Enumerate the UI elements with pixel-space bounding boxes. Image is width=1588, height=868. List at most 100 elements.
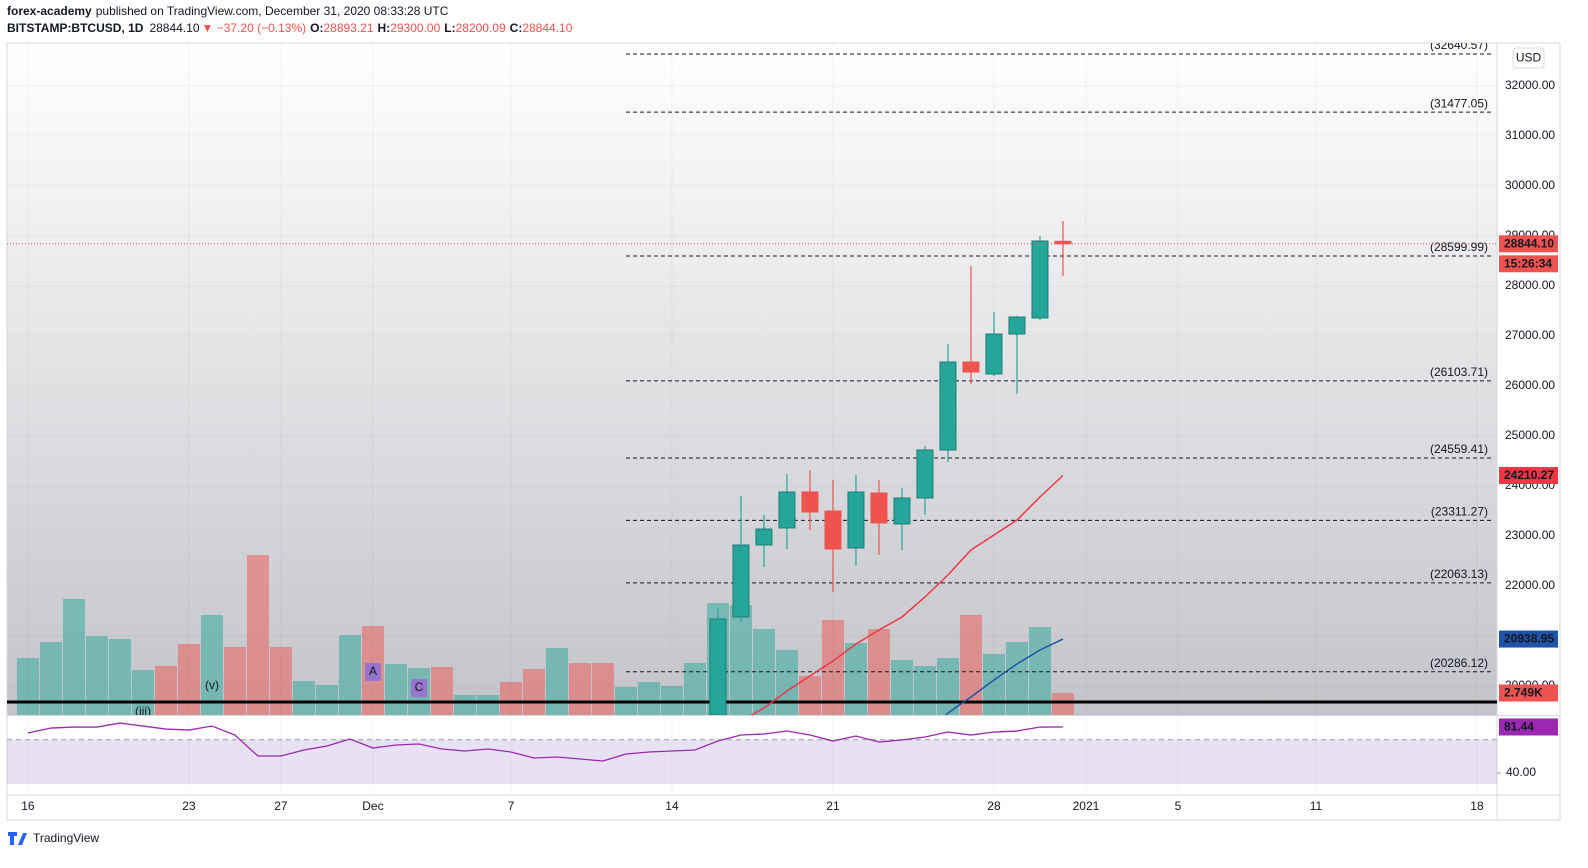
rsi-plot [7, 722, 1497, 785]
ohlc-key: C: [510, 21, 523, 35]
y-tick-label: 23000.00 [1505, 528, 1555, 542]
brand: TradingView [8, 831, 99, 845]
level-label: (20286.12) [1430, 656, 1488, 670]
ohlc-value: 28844.10 [522, 21, 572, 35]
candle-body [1054, 240, 1072, 245]
x-tick-label: 18 [1470, 799, 1484, 813]
volume-bar [246, 555, 269, 715]
brand-name: TradingView [33, 831, 99, 845]
author: forex-academy [7, 4, 92, 18]
volume-bar [591, 663, 614, 715]
ohlc-value: 28200.09 [456, 21, 506, 35]
volume-bar [568, 663, 591, 715]
volume-bar [1051, 693, 1074, 715]
annotation: (v) [205, 678, 219, 692]
published: published on TradingView.com, December 3… [96, 4, 449, 18]
y-tick-label: 22000.00 [1505, 578, 1555, 592]
rsi-label-box [1499, 718, 1558, 736]
candle-body [985, 333, 1003, 375]
volume-label-box [1499, 684, 1558, 702]
volume-label: 2.749K [1504, 686, 1543, 700]
rsi-tick-label: 40.00 [1506, 765, 1536, 779]
x-tick-label: 21 [826, 799, 840, 813]
volume-bar [752, 629, 775, 715]
ohlc-key: H: [378, 21, 391, 35]
candle-body [939, 361, 957, 451]
volume-bar [959, 615, 982, 715]
volume-bar [223, 647, 246, 715]
x-tick-label: 2021 [1073, 799, 1100, 813]
x-tick-label: 7 [508, 799, 515, 813]
rsi-pane [7, 716, 1497, 795]
volume-bar [775, 650, 798, 715]
currency[interactable]: USD [1516, 51, 1542, 65]
volume-bar [1028, 627, 1051, 715]
candle-body [778, 491, 796, 529]
x-tick-label: 23 [182, 799, 196, 813]
volume-bar [384, 664, 407, 715]
candle-body [709, 618, 727, 715]
currency-button[interactable] [1512, 47, 1545, 69]
volume-bar [338, 635, 361, 715]
volume-bar [982, 654, 1005, 715]
level-label: (32640.57) [1430, 38, 1488, 52]
volume-bar [108, 639, 131, 715]
candle-body [824, 510, 842, 550]
candle-body [755, 528, 773, 546]
rsi-band [7, 739, 1497, 785]
volume-bar [453, 695, 476, 715]
volume-bar [430, 667, 453, 715]
volume-bar [821, 620, 844, 715]
volume-bar [315, 685, 338, 715]
last-price-label-box [1499, 235, 1558, 253]
x-tick-label: 11 [1310, 799, 1323, 813]
volume-bar [499, 682, 522, 715]
x-tick-label: 28 [987, 799, 1001, 813]
ohlc-value: 28893.21 [323, 21, 373, 35]
volume-bar [798, 676, 821, 715]
candle-body [1031, 240, 1049, 319]
annotation: C [415, 680, 424, 694]
ohlc-key: O: [310, 21, 323, 35]
volume-bar [545, 648, 568, 715]
x-tick-label: 5 [1175, 799, 1182, 813]
level-label: (22063.13) [1430, 567, 1488, 581]
ohlc-value: 29300.00 [390, 21, 440, 35]
volume-bar [729, 605, 752, 715]
ma-label: 20938.95 [1504, 632, 1554, 646]
y-tick-label: 32000.00 [1505, 78, 1555, 92]
header-line-1: forex-academy published on TradingView.co… [7, 4, 449, 18]
level-label: (28599.99) [1430, 240, 1488, 254]
y-tick-label: 31000.00 [1505, 128, 1555, 142]
y-tick-label: 28000.00 [1505, 278, 1555, 292]
volume-bar [177, 644, 200, 715]
chart-border [6, 42, 1561, 821]
volume-bar [39, 642, 62, 715]
ohlc-key: L: [444, 21, 455, 35]
ma-line [750, 474, 1064, 715]
volume-bar [62, 599, 85, 715]
rsi-label: 81.44 [1504, 720, 1534, 734]
y-tick-label: 26000.00 [1505, 378, 1555, 392]
candle-body [1008, 316, 1026, 335]
candle-body [893, 497, 911, 525]
candle-body [870, 492, 888, 524]
x-tick-label: 16 [21, 799, 35, 813]
change: ▼ −37.20 (−0.13%) [202, 21, 307, 35]
y-tick-label: 25000.00 [1505, 428, 1555, 442]
volume-bar [292, 681, 315, 715]
x-tick-label: 27 [274, 799, 288, 813]
annotation: A [369, 664, 377, 678]
header-line-2: BITSTAMP:BTCUSD, 1D 28844.10 ▼ −37.20 (−0.… [7, 21, 573, 35]
volume-bar [200, 615, 223, 715]
annotation: (iii) [135, 704, 151, 718]
symbol: BITSTAMP:BTCUSD, 1D [7, 21, 144, 35]
last-price: 28844.10 [149, 21, 199, 35]
volume-bar [131, 670, 154, 715]
main-pane [7, 43, 1497, 715]
brand-logo [8, 832, 27, 845]
countdown-label: 15:26:34 [1504, 256, 1552, 270]
volume-bar [936, 658, 959, 715]
x-tick-label: 14 [665, 799, 679, 813]
